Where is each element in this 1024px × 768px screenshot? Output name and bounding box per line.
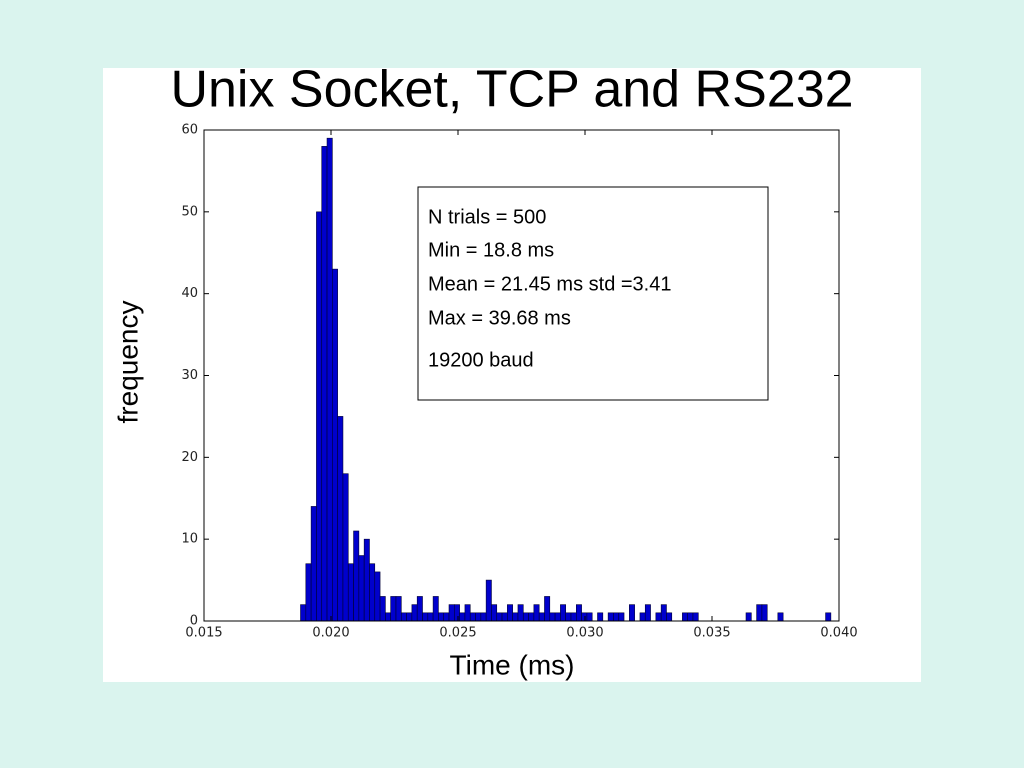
histogram-bar <box>597 612 604 622</box>
histogram-bar <box>496 612 503 622</box>
y-tick-label: 20 <box>181 450 198 465</box>
y-tick-label: 10 <box>181 532 198 547</box>
histogram-bar <box>358 555 365 622</box>
histogram-bar <box>682 612 688 622</box>
histogram-bar <box>576 604 582 622</box>
histogram-bar <box>554 612 561 622</box>
histogram-bar <box>363 538 370 622</box>
histogram-bar <box>618 612 625 622</box>
y-tick-label: 30 <box>181 368 198 383</box>
histogram-bar <box>326 137 333 622</box>
histogram-bar <box>347 563 354 622</box>
histogram-bar <box>485 579 492 622</box>
histogram-bar <box>565 612 572 622</box>
annotation-line: Max = 39.68 ms <box>428 307 571 329</box>
histogram-bar <box>464 604 471 622</box>
histogram-bar <box>756 604 763 622</box>
histogram-bar <box>374 571 381 622</box>
histogram-bar <box>400 612 407 622</box>
histogram-bar <box>660 604 667 622</box>
histogram-bar <box>305 563 312 622</box>
histogram-bar <box>390 596 397 622</box>
histogram-bar <box>300 604 307 622</box>
y-tick-label: 40 <box>181 286 198 301</box>
histogram-bar <box>422 612 429 622</box>
histogram-bar <box>379 596 386 622</box>
histogram-bar <box>475 612 482 622</box>
histogram-bar <box>385 612 391 622</box>
histogram-bar <box>517 604 524 622</box>
histogram-bar <box>655 612 662 622</box>
histogram-bar <box>639 612 646 622</box>
histogram-bar <box>310 506 317 622</box>
annotation-line: Min = 18.8 ms <box>428 239 554 261</box>
histogram-bar <box>337 416 344 622</box>
chart-title: Unix Socket, TCP and RS232 <box>170 61 853 119</box>
histogram-bar <box>825 612 832 622</box>
histogram-bar <box>443 612 450 622</box>
histogram-bar <box>570 612 577 622</box>
histogram-bar <box>427 612 434 622</box>
x-tick-label: 0.015 <box>185 626 222 641</box>
histogram-bar <box>522 612 529 622</box>
y-tick-label: 50 <box>181 204 198 219</box>
annotation-box <box>417 186 769 401</box>
histogram-bar <box>761 604 768 622</box>
histogram-bar <box>454 604 460 622</box>
x-tick-label: 0.040 <box>820 626 857 641</box>
histogram-bar <box>745 612 752 622</box>
histogram-bar <box>586 612 593 622</box>
histogram-bar <box>316 211 323 622</box>
histogram-bar <box>581 612 588 622</box>
histogram-bar <box>644 604 651 622</box>
histogram-bar <box>512 612 519 622</box>
annotation: N trials = 500 Min = 18.8 ms Mean = 21.45 … <box>428 206 672 371</box>
histogram-bar <box>692 612 699 622</box>
histogram-bar <box>438 612 445 622</box>
histogram-bar <box>613 612 620 622</box>
histogram-bar <box>507 604 513 622</box>
histogram-bar <box>501 612 508 622</box>
histogram-bar <box>395 596 402 622</box>
histogram-bar <box>321 146 328 622</box>
histogram-bar <box>416 596 423 622</box>
histogram-bar <box>528 612 535 622</box>
histogram-bar <box>332 268 338 622</box>
y-tick-label: 0 <box>190 614 198 629</box>
histogram-bar <box>448 604 455 622</box>
x-tick-label: 0.020 <box>312 626 349 641</box>
histogram-bar <box>687 612 694 622</box>
annotation-line: 19200 baud <box>428 349 534 371</box>
histogram-bar <box>411 604 418 622</box>
annotation-line: Mean = 21.45 ms std =3.41 <box>428 273 672 295</box>
histogram-bar <box>777 612 784 622</box>
histogram-bar <box>549 612 556 622</box>
x-tick-label: 0.030 <box>566 626 603 641</box>
y-axis-label: frequency <box>112 301 143 424</box>
histogram-bar <box>432 596 439 622</box>
x-tick-label: 0.025 <box>439 626 476 641</box>
histogram-bar <box>491 604 498 622</box>
plot-frame <box>203 129 840 622</box>
histogram-bar <box>459 612 466 622</box>
histogram-bar <box>560 604 566 622</box>
histogram-bar <box>353 530 360 622</box>
histogram-bar <box>538 612 545 622</box>
histogram-bar <box>342 473 349 622</box>
x-axis-label: Time (ms) <box>450 649 575 680</box>
histogram-bar <box>607 612 614 622</box>
histogram-bar <box>480 612 487 622</box>
x-tick-label: 0.035 <box>693 626 730 641</box>
histogram-bar <box>406 612 413 622</box>
histogram-bar <box>469 612 476 622</box>
annotation-line: N trials = 500 <box>428 206 546 228</box>
histogram-bar <box>544 596 551 622</box>
histogram-bar <box>533 604 540 622</box>
histogram-bar <box>369 563 376 622</box>
histogram-bar <box>629 604 635 622</box>
y-tick-label: 60 <box>181 123 198 138</box>
histogram-bar <box>666 612 673 622</box>
